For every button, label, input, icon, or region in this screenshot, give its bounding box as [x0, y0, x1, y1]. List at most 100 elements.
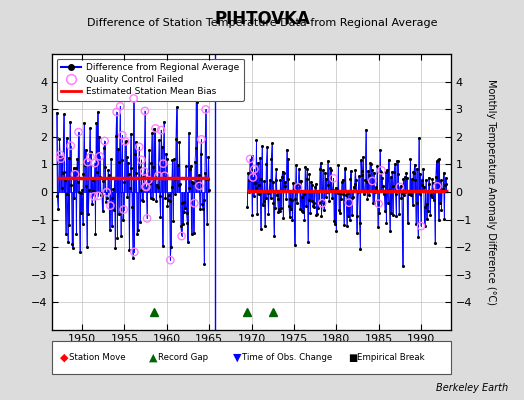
Point	[77, 190, 85, 196]
Point	[372, 184, 380, 190]
Point	[107, 223, 116, 230]
Point	[323, 189, 331, 196]
Point	[382, 220, 390, 226]
Point	[118, 132, 126, 138]
Point	[406, 191, 414, 198]
Point	[142, 184, 150, 190]
Point	[439, 186, 447, 192]
Point	[331, 220, 339, 227]
Point	[252, 184, 260, 191]
Point	[270, 205, 279, 212]
Point	[81, 146, 90, 153]
Point	[286, 214, 294, 220]
Point	[311, 184, 319, 190]
Point	[359, 154, 367, 160]
Point	[364, 168, 372, 174]
Point	[358, 168, 367, 174]
Point	[425, 181, 434, 188]
Point	[122, 153, 130, 160]
Point	[436, 177, 445, 184]
Point	[191, 159, 199, 165]
Point	[265, 188, 274, 194]
Point	[282, 146, 291, 153]
Point	[334, 162, 343, 168]
Point	[361, 177, 369, 183]
Point	[298, 194, 307, 200]
Point	[288, 197, 296, 204]
Point	[405, 191, 413, 198]
Point	[99, 208, 107, 214]
Point	[302, 202, 310, 209]
Point	[75, 189, 83, 196]
Point	[275, 206, 283, 212]
Point	[201, 106, 210, 113]
Point	[333, 190, 342, 196]
Point	[60, 169, 69, 176]
Point	[317, 213, 325, 219]
Point	[430, 188, 439, 194]
Point	[278, 168, 287, 175]
Point	[78, 186, 86, 193]
Point	[101, 164, 110, 170]
Point	[345, 217, 354, 223]
Point	[432, 174, 440, 180]
Point	[143, 215, 151, 222]
Point	[394, 158, 402, 164]
Point	[374, 224, 382, 230]
Point	[412, 221, 420, 227]
Point	[291, 196, 300, 202]
Point	[399, 176, 408, 183]
Point	[340, 222, 348, 228]
Point	[83, 159, 92, 165]
Point	[379, 183, 387, 189]
Point	[300, 191, 308, 197]
Point	[83, 244, 91, 250]
Point	[111, 244, 119, 251]
Point	[251, 180, 259, 186]
Point	[91, 231, 100, 237]
Point	[352, 177, 360, 184]
Point	[127, 131, 135, 138]
Point	[346, 176, 355, 182]
Point	[84, 211, 93, 217]
Point	[432, 158, 441, 164]
Point	[285, 203, 293, 209]
Point	[55, 136, 63, 142]
Point	[351, 167, 359, 173]
Point	[90, 193, 99, 200]
Point	[370, 200, 378, 206]
Point	[120, 178, 128, 185]
Point	[387, 210, 396, 217]
Point	[308, 198, 316, 204]
Point	[150, 174, 159, 181]
Point	[102, 199, 110, 205]
Point	[91, 160, 99, 166]
Point	[414, 135, 423, 141]
Point	[383, 167, 391, 174]
Point	[392, 213, 400, 219]
Point	[262, 161, 270, 167]
Point	[66, 118, 74, 125]
Point	[402, 175, 411, 181]
Point	[59, 170, 67, 177]
Point	[54, 206, 62, 212]
Point	[290, 186, 298, 192]
Point	[150, 126, 158, 132]
Point	[312, 212, 321, 218]
Point	[400, 174, 409, 180]
Point	[161, 194, 170, 201]
Point	[365, 172, 374, 178]
Point	[320, 207, 329, 214]
Point	[375, 200, 383, 207]
Point	[188, 179, 196, 185]
Point	[203, 176, 212, 182]
Point	[154, 184, 162, 190]
Point	[60, 111, 68, 118]
Point	[255, 182, 264, 188]
Point	[167, 243, 175, 250]
Point	[261, 223, 269, 229]
Point	[380, 188, 388, 194]
Point	[165, 192, 173, 198]
Point	[193, 98, 201, 105]
Point	[304, 239, 312, 246]
